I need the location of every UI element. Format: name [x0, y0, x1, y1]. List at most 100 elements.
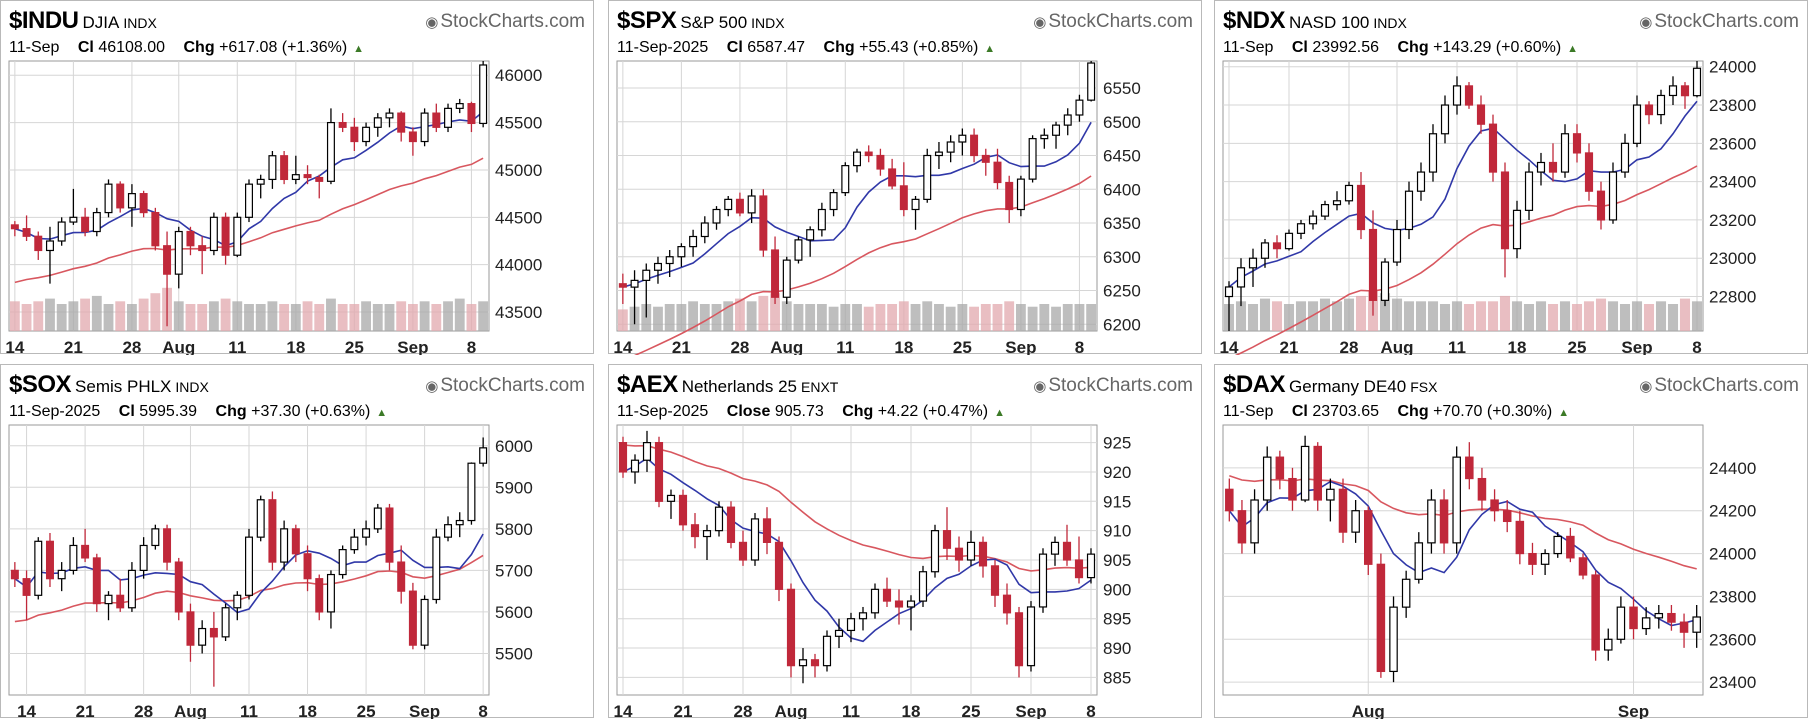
y-tick-label: 22800	[1709, 288, 1756, 307]
volume-bar	[21, 304, 32, 331]
candle-body	[1500, 171, 1510, 250]
chart-date: 11-Sep-2025	[617, 403, 709, 420]
brand-name: StockCharts.com	[1654, 11, 1799, 32]
x-tick-label: 28	[730, 338, 749, 355]
volume-bar	[1295, 301, 1307, 331]
candle-body	[712, 208, 721, 224]
y-tick-label: 5500	[495, 644, 533, 663]
volume-bar	[664, 304, 675, 331]
candle-body	[923, 154, 932, 200]
candle-body	[1288, 477, 1297, 501]
y-tick-label: 895	[1103, 610, 1131, 629]
candle-body	[174, 561, 183, 613]
x-tick-label: 25	[345, 338, 364, 355]
candle-body	[1476, 104, 1486, 125]
chart-name: Netherlands 25	[681, 377, 798, 396]
volume-bar	[267, 301, 278, 331]
volume-bar	[1415, 301, 1427, 331]
volume-bar	[1487, 301, 1499, 331]
candle-body	[870, 588, 880, 614]
candle-body	[362, 126, 371, 143]
chart-exchange: INDX	[751, 15, 785, 31]
candle-body	[666, 494, 676, 502]
x-tick-label: 28	[1340, 338, 1359, 355]
candle-body	[993, 161, 1002, 184]
candle-body	[1074, 559, 1084, 579]
close-value: 905.73	[774, 403, 824, 420]
candle-body	[22, 578, 31, 596]
volume-bar	[1595, 298, 1607, 331]
candle-body	[642, 269, 651, 281]
candle-body	[1392, 228, 1402, 263]
y-tick-label: 6300	[1103, 248, 1141, 267]
x-tick-label: Aug	[774, 702, 807, 719]
candle-body	[92, 211, 101, 233]
volume-bar	[150, 293, 161, 331]
close-value: 6587.47	[747, 39, 806, 56]
chart-quote-line: 11-Sep Cl 23703.65 Chg +70.70 (+0.30%) ▲	[1223, 403, 1799, 423]
y-tick-label: 23400	[1709, 173, 1756, 192]
candle-body	[918, 571, 928, 602]
candle-body	[759, 195, 768, 251]
x-tick-label: 8	[467, 338, 476, 355]
candle-body	[467, 462, 476, 522]
candle-body	[233, 594, 242, 609]
change-label: Chg	[1397, 39, 1429, 56]
close-label: Cl	[1291, 39, 1308, 56]
candle-body	[1439, 499, 1449, 544]
volume-bar	[1559, 301, 1571, 331]
candle-body	[817, 208, 826, 231]
x-tick-label: Aug	[162, 338, 195, 355]
y-tick-label: 46000	[495, 66, 542, 85]
chart-panel-dax: $DAX Germany DE40 FSX ◉ StockCharts.com 11-…	[1214, 364, 1808, 719]
chart-plot: 6000 5900 5800 5700 5600 5500 14 21 28 Aug 11 18 25 S…	[8, 424, 533, 719]
candle-body	[794, 239, 803, 261]
x-tick-label: Sep	[1621, 338, 1652, 355]
candle-body	[942, 530, 952, 549]
x-tick-label: 18	[894, 338, 913, 355]
candle-body	[1236, 267, 1246, 288]
volume-bar	[1247, 304, 1259, 331]
x-tick-label: 28	[122, 338, 141, 355]
close-label: Cl	[1291, 403, 1308, 420]
y-tick-label: 23200	[1709, 211, 1756, 230]
chart-header: $NDX NASD 100 INDX ◉ StockCharts.com	[1223, 7, 1799, 34]
brand-watermark: ◉ StockCharts.com	[1639, 375, 1799, 397]
y-tick-label: 43500	[495, 303, 542, 322]
volume-bar	[1004, 301, 1015, 331]
candle-body	[92, 557, 101, 605]
x-tick-label: 21	[64, 338, 83, 355]
y-tick-label: 24000	[1709, 545, 1756, 564]
candle-body	[479, 64, 488, 125]
volume-bar	[197, 304, 208, 331]
volume-bar	[1643, 304, 1655, 331]
candle-body	[256, 178, 265, 185]
copyright-icon: ◉	[1639, 14, 1653, 31]
x-tick-label: 11	[1448, 338, 1466, 355]
brand-name: StockCharts.com	[1048, 11, 1193, 32]
candle-body	[116, 594, 125, 609]
candle-body	[1052, 124, 1061, 136]
plot-frame	[1222, 424, 1704, 696]
volume-bar	[1331, 301, 1343, 331]
candle-body	[782, 259, 791, 298]
chart-quote-line: 11-Sep-2025 Cl 5995.39 Chg +37.30 (+0.63…	[9, 403, 585, 423]
chart-plot: 925 920 915 910 905 900 895 890 885 14 21 28 Aug 11 18…	[614, 424, 1131, 719]
volume-bar	[1535, 301, 1547, 331]
chart-quote-line: 11-Sep Cl 46108.00 Chg +617.08 (+1.36%) ▲	[9, 39, 585, 59]
plot-frame	[1222, 60, 1704, 332]
candle-body	[806, 229, 815, 241]
volume-bar	[840, 304, 851, 331]
x-tick-label: Sep	[397, 338, 428, 355]
x-tick-label: 14	[614, 702, 633, 719]
chart-symbol: $SOX	[9, 371, 72, 398]
candle-body	[1548, 161, 1558, 173]
candle-body	[642, 442, 652, 461]
candle-body	[104, 183, 113, 214]
candle-body	[846, 618, 856, 632]
volume-bar	[781, 301, 792, 331]
change-value: +70.70 (+0.30%)	[1433, 403, 1553, 420]
candle-body	[876, 154, 885, 170]
candle-body	[245, 183, 253, 218]
candle-body	[127, 193, 136, 209]
